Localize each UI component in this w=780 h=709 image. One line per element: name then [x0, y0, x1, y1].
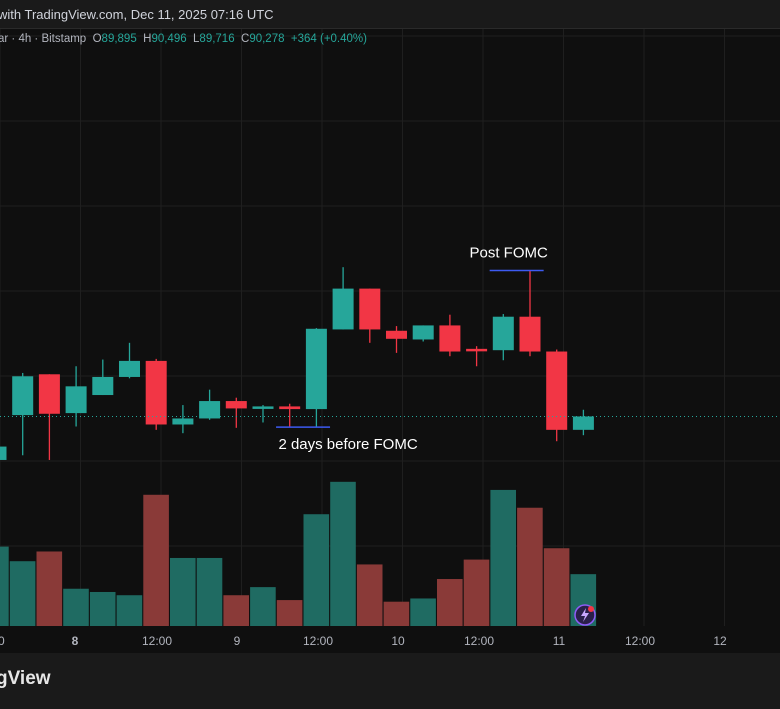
candle-body: [199, 401, 221, 419]
candle-body: [572, 416, 594, 430]
volume-bar: [89, 591, 116, 626]
x-axis-band: [0, 627, 780, 653]
candle-body: [145, 360, 167, 425]
candlesticks: [0, 267, 594, 460]
annotation-label: 2 days before FOMC: [278, 436, 417, 453]
volume-bar: [63, 588, 89, 626]
published-bar: with TradingView.com, Dec 11, 2025 07:16…: [0, 0, 780, 29]
candle-body: [359, 288, 381, 330]
volume-bar: [9, 561, 36, 626]
ohlc-legend: ar · 4h · Bitstamp O89,895 H90,496 L89,7…: [0, 33, 367, 45]
volume-bar: [490, 489, 516, 626]
volume-bar: [36, 551, 63, 626]
x-tick-label: 10: [391, 634, 405, 648]
candle-body: [439, 325, 461, 352]
volume-bar: [170, 557, 196, 626]
chart-grid: [0, 28, 780, 626]
volume-bar: [463, 559, 490, 626]
change-value: +364 (+0.40%): [290, 33, 367, 45]
volume-bar: [437, 579, 463, 626]
open-label: O: [92, 33, 102, 45]
x-tick-label: 11: [553, 634, 566, 648]
volume-bar: [223, 595, 249, 626]
volume-bar: [0, 546, 9, 626]
x-tick-label: 00: [0, 634, 5, 648]
volume-bar: [196, 557, 223, 626]
candle-body: [65, 386, 87, 414]
open-value: 89,895: [101, 33, 137, 45]
volume-bar: [143, 494, 169, 626]
x-axis-ticks: 00 8 12:00 9 12:00 10 12:00 11 12:00 12: [0, 627, 780, 653]
candle-body: [279, 406, 301, 410]
candle-body: [38, 374, 60, 414]
volume-bar: [356, 564, 383, 626]
candle-body: [519, 316, 541, 352]
candle-body: [12, 376, 34, 416]
candle-body: [0, 446, 7, 460]
footer-bar: [0, 653, 780, 709]
annotation-label: Post FOMC: [469, 245, 548, 262]
candle-body: [466, 348, 488, 352]
volume-bars: [0, 481, 597, 626]
volume-bar: [303, 514, 330, 626]
x-tick-label: 12:00: [625, 634, 655, 648]
x-tick-label: 12:00: [303, 634, 333, 648]
x-tick-label: 12:00: [464, 634, 494, 648]
low-value: 89,716: [199, 33, 235, 45]
high-value: 90,496: [151, 33, 187, 45]
close-label: C: [241, 33, 250, 45]
x-tick-label: 12: [713, 634, 727, 648]
candle-body: [252, 406, 274, 409]
candle-body: [332, 288, 354, 330]
candle-body: [305, 328, 327, 410]
candle-body: [546, 351, 568, 430]
x-tick-label: 8: [72, 634, 79, 648]
volume-bar: [517, 507, 543, 626]
volume-bar: [383, 601, 410, 626]
volume-bar: [116, 595, 143, 626]
volume-bar: [250, 587, 276, 626]
candle-body: [119, 360, 140, 377]
close-value: 90,278: [249, 33, 285, 45]
candle-body: [386, 330, 407, 339]
volume-bar: [410, 598, 436, 626]
lightning-badge-icon[interactable]: [574, 604, 596, 626]
candle-body: [225, 401, 247, 409]
published-text: with TradingView.com, Dec 11, 2025 07:16…: [0, 7, 274, 22]
x-tick-label: 12:00: [142, 634, 172, 648]
annotations: Post FOMC 2 days before FOMC: [276, 245, 548, 453]
candle-body: [412, 325, 434, 340]
low-label: L: [193, 33, 200, 45]
tradingview-logo[interactable]: gView: [0, 668, 51, 689]
volume-bar: [543, 548, 570, 626]
candle-body: [92, 376, 114, 396]
high-label: H: [143, 33, 152, 45]
candle-body: [492, 316, 514, 351]
x-tick-label: 9: [234, 634, 241, 648]
volume-bar: [276, 600, 303, 626]
candle-body: [172, 418, 194, 425]
volume-bar: [330, 481, 356, 626]
symbol-label: ar · 4h · Bitstamp: [0, 33, 87, 45]
